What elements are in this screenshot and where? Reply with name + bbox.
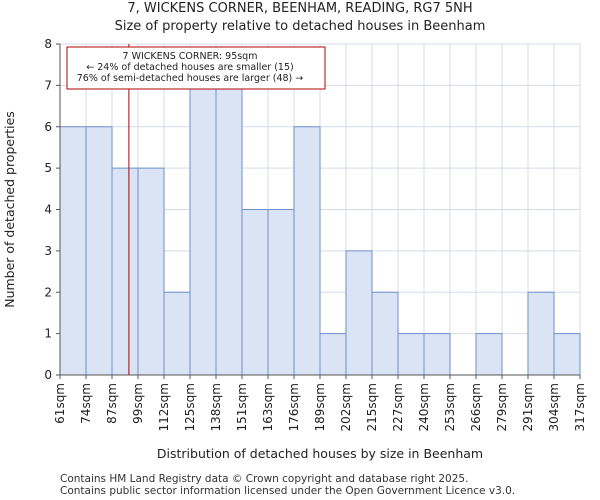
x-tick-label: 87sqm	[105, 383, 119, 424]
marker-layer: 7 WICKENS CORNER: 95sqm← 24% of detached…	[66, 44, 326, 375]
bar	[111, 167, 139, 376]
x-tick-label: 253sqm	[443, 383, 457, 431]
annotation-line: 7 WICKENS CORNER: 95sqm	[123, 51, 258, 62]
x-tick-label: 189sqm	[313, 383, 327, 431]
y-tick-label: 0	[44, 368, 52, 382]
x-tick-label: 125sqm	[183, 383, 197, 431]
y-tick-label: 8	[44, 37, 52, 51]
x-tick-label: 151sqm	[235, 383, 249, 431]
y-tick-label: 4	[44, 203, 52, 217]
x-tick-label: 304sqm	[547, 383, 561, 431]
x-tick-label: 163sqm	[261, 383, 275, 431]
y-tick-label: 1	[44, 327, 52, 341]
bar	[267, 209, 295, 376]
x-tick-label: 227sqm	[391, 383, 405, 431]
annotation-line: ← 24% of detached houses are smaller (15…	[86, 62, 293, 73]
footer-copyright: Contains HM Land Registry data © Crown c…	[60, 473, 469, 485]
bar	[241, 209, 269, 376]
bar	[59, 126, 87, 376]
bar	[475, 333, 503, 376]
bar	[137, 167, 165, 376]
y-axis-title: Number of detached properties	[2, 111, 17, 308]
x-tick-label: 112sqm	[157, 383, 171, 431]
bar-layer	[59, 84, 581, 376]
bar	[293, 126, 321, 376]
x-tick-label: 176sqm	[287, 383, 301, 431]
chart-title: 7, WICKENS CORNER, BEENHAM, READING, RG7…	[127, 1, 473, 16]
bar	[553, 333, 581, 376]
y-tick-label: 3	[44, 244, 52, 258]
x-axis-title: Distribution of detached houses by size …	[157, 446, 483, 461]
label-layer: 0 1 2 3 4 5 6 7 8 61sqm 74sqm 87sqm 99sqm 112sqm 125sq…	[2, 37, 587, 461]
bar	[215, 84, 243, 376]
annotation-box	[66, 46, 326, 90]
x-tick-label: 240sqm	[417, 383, 431, 431]
x-tick-label: 202sqm	[339, 383, 353, 431]
x-tick-label: 99sqm	[131, 383, 145, 424]
bar	[423, 333, 451, 376]
x-tick-label: 74sqm	[79, 383, 93, 424]
bar	[189, 84, 217, 376]
y-tick-label: 6	[44, 120, 52, 134]
x-tick-label: 266sqm	[469, 383, 483, 431]
x-tick-label: 279sqm	[495, 383, 509, 431]
bar	[85, 126, 113, 376]
x-tick-label: 317sqm	[573, 383, 587, 431]
annotation-line: 76% of semi-detached houses are larger (…	[77, 73, 304, 84]
footer-licence: Contains public sector information licen…	[60, 485, 516, 497]
y-tick-label: 2	[44, 285, 52, 299]
chart-subtitle: Size of property relative to detached ho…	[114, 19, 486, 34]
bar	[319, 333, 347, 376]
y-tick-label: 5	[44, 161, 52, 175]
bar	[163, 291, 191, 376]
bar	[371, 291, 399, 376]
x-tick-label: 61sqm	[53, 383, 67, 424]
bar	[397, 333, 425, 376]
x-tick-label: 138sqm	[209, 383, 223, 431]
axis-layer	[56, 43, 581, 379]
bar	[345, 250, 373, 376]
y-tick-label: 7	[44, 78, 52, 92]
x-tick-label: 215sqm	[365, 383, 379, 431]
bar	[527, 291, 555, 376]
x-tick-label: 291sqm	[521, 383, 535, 431]
